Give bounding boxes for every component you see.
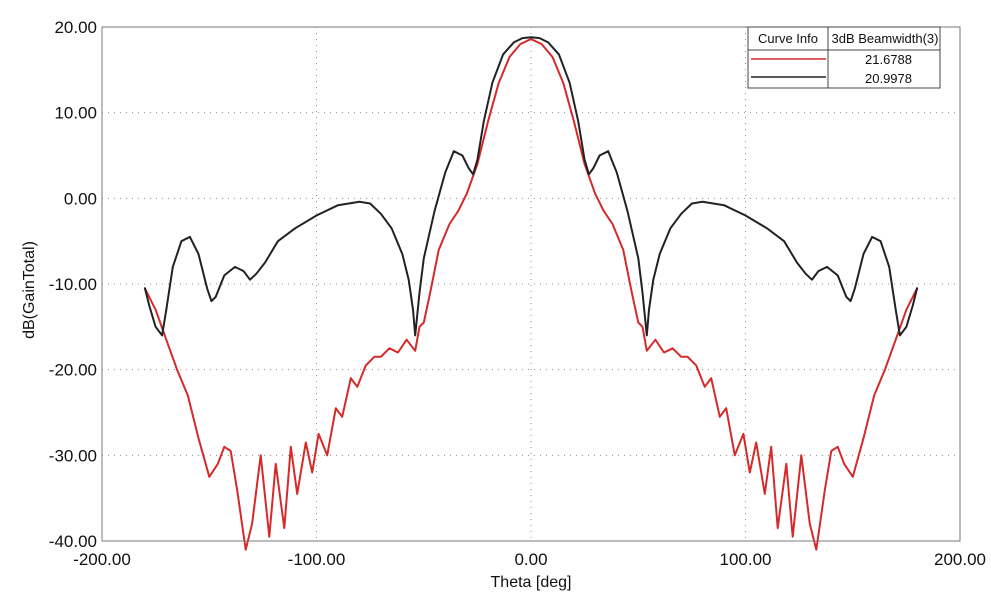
y-tick-label: -30.00 bbox=[49, 446, 97, 465]
legend-value-red: 21.6788 bbox=[865, 52, 912, 67]
plot-border bbox=[101, 26, 961, 542]
legend-header-beamwidth: 3dB Beamwidth(3) bbox=[832, 31, 939, 46]
y-tick-label: 20.00 bbox=[54, 18, 97, 37]
legend-box bbox=[747, 26, 941, 89]
x-tick-label: 200.00 bbox=[934, 550, 986, 569]
legend: Curve Info 3dB Beamwidth(3) 21.6788 20.9… bbox=[747, 26, 941, 89]
y-tick-label: -10.00 bbox=[49, 275, 97, 294]
tick-layer: -200.00 -100.00 0.00 100.00 200.00 20.00 10.00… bbox=[49, 18, 986, 569]
x-tick-label: -200.00 bbox=[73, 550, 131, 569]
legend-header-curve-info: Curve Info bbox=[758, 31, 818, 46]
x-tick-label: -100.00 bbox=[288, 550, 346, 569]
y-tick-label: 0.00 bbox=[64, 189, 97, 208]
y-tick-label: -20.00 bbox=[49, 361, 97, 380]
x-tick-label: 100.00 bbox=[720, 550, 772, 569]
legend-value-black: 20.9978 bbox=[865, 71, 912, 86]
series-line-black bbox=[143, 36, 919, 337]
plot-background bbox=[102, 27, 960, 541]
y-axis-title: dB(GainTotal) bbox=[21, 241, 38, 339]
series-line-red bbox=[143, 38, 919, 551]
y-tick-label: 10.00 bbox=[54, 104, 97, 123]
series-layer bbox=[143, 36, 919, 551]
x-axis-title: Theta [deg] bbox=[491, 574, 572, 591]
x-tick-label: 0.00 bbox=[514, 550, 547, 569]
y-tick-label: -40.00 bbox=[49, 532, 97, 551]
